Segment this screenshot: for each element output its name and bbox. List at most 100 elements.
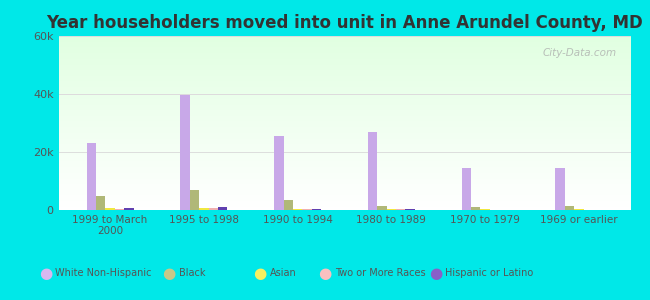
Bar (58, 60, 630, 61)
Bar (58, 148, 630, 149)
Bar (58, 116, 630, 117)
Bar (58, 66, 630, 67)
Bar (58, 149, 630, 150)
Bar (58, 138, 630, 139)
Bar (58, 172, 630, 173)
Bar (58, 82, 630, 83)
Bar (58, 152, 630, 153)
Bar (312, 209, 321, 210)
Bar (58, 141, 630, 142)
Bar (58, 170, 630, 171)
Bar (58, 63, 630, 64)
Bar (58, 198, 630, 199)
Bar (58, 89, 630, 90)
Bar (58, 173, 630, 174)
Bar (58, 160, 630, 161)
Bar (58, 72, 630, 73)
Bar (58, 111, 630, 112)
Text: White Non-Hispanic: White Non-Hispanic (55, 268, 151, 278)
Bar (58, 102, 630, 103)
Bar (86, 143, 96, 210)
Bar (58, 38, 630, 39)
Bar (58, 121, 630, 122)
Bar (58, 129, 630, 130)
Bar (58, 135, 630, 136)
Bar (58, 146, 630, 147)
Bar (58, 168, 630, 169)
Bar (58, 62, 630, 63)
Bar (556, 168, 565, 210)
Bar (58, 165, 630, 166)
Bar (58, 69, 630, 70)
Bar (406, 209, 415, 210)
Bar (58, 77, 630, 78)
Bar (105, 208, 115, 210)
Bar (58, 186, 630, 187)
Bar (462, 168, 471, 210)
Bar (58, 64, 630, 65)
Bar (58, 41, 630, 42)
Bar (58, 190, 630, 191)
Bar (58, 37, 630, 38)
Bar (58, 203, 630, 204)
Bar (58, 191, 630, 192)
Bar (58, 83, 630, 84)
Bar (471, 207, 480, 210)
Bar (58, 122, 630, 123)
Bar (387, 209, 396, 210)
Bar (293, 209, 302, 210)
Bar (58, 176, 630, 177)
Bar (58, 84, 630, 85)
Bar (58, 193, 630, 194)
Bar (58, 204, 630, 205)
Bar (58, 55, 630, 56)
Bar (58, 78, 630, 79)
Bar (58, 145, 630, 146)
Bar (58, 110, 630, 111)
Bar (58, 86, 630, 87)
Bar (58, 185, 630, 186)
Bar (58, 109, 630, 110)
Bar (58, 76, 630, 77)
Bar (58, 157, 630, 158)
Bar (58, 182, 630, 183)
Bar (58, 61, 630, 62)
Bar (58, 93, 630, 94)
Bar (58, 85, 630, 86)
Bar (58, 67, 630, 68)
Bar (58, 196, 630, 197)
Text: Hispanic or Latino: Hispanic or Latino (445, 268, 534, 278)
Bar (574, 209, 584, 210)
Bar (58, 96, 630, 97)
Bar (58, 136, 630, 137)
Bar (58, 45, 630, 46)
Bar (58, 184, 630, 185)
Bar (58, 108, 630, 109)
Bar (58, 206, 630, 207)
Bar (58, 162, 630, 163)
Bar (58, 73, 630, 74)
Bar (58, 59, 630, 60)
Bar (58, 133, 630, 134)
Bar (58, 40, 630, 41)
Bar (283, 200, 293, 210)
Bar (58, 42, 630, 43)
Bar (58, 194, 630, 195)
Bar (58, 52, 630, 53)
Bar (58, 92, 630, 93)
Bar (58, 207, 630, 208)
Bar (58, 119, 630, 120)
Bar (58, 209, 630, 210)
Bar (58, 68, 630, 69)
Bar (58, 130, 630, 131)
Bar (58, 177, 630, 178)
Bar (58, 183, 630, 184)
Bar (58, 118, 630, 119)
Bar (58, 112, 630, 113)
Bar (58, 39, 630, 40)
Bar (58, 127, 630, 128)
Bar (58, 75, 630, 76)
Text: Black: Black (179, 268, 205, 278)
Bar (58, 124, 630, 125)
Bar (565, 206, 574, 210)
